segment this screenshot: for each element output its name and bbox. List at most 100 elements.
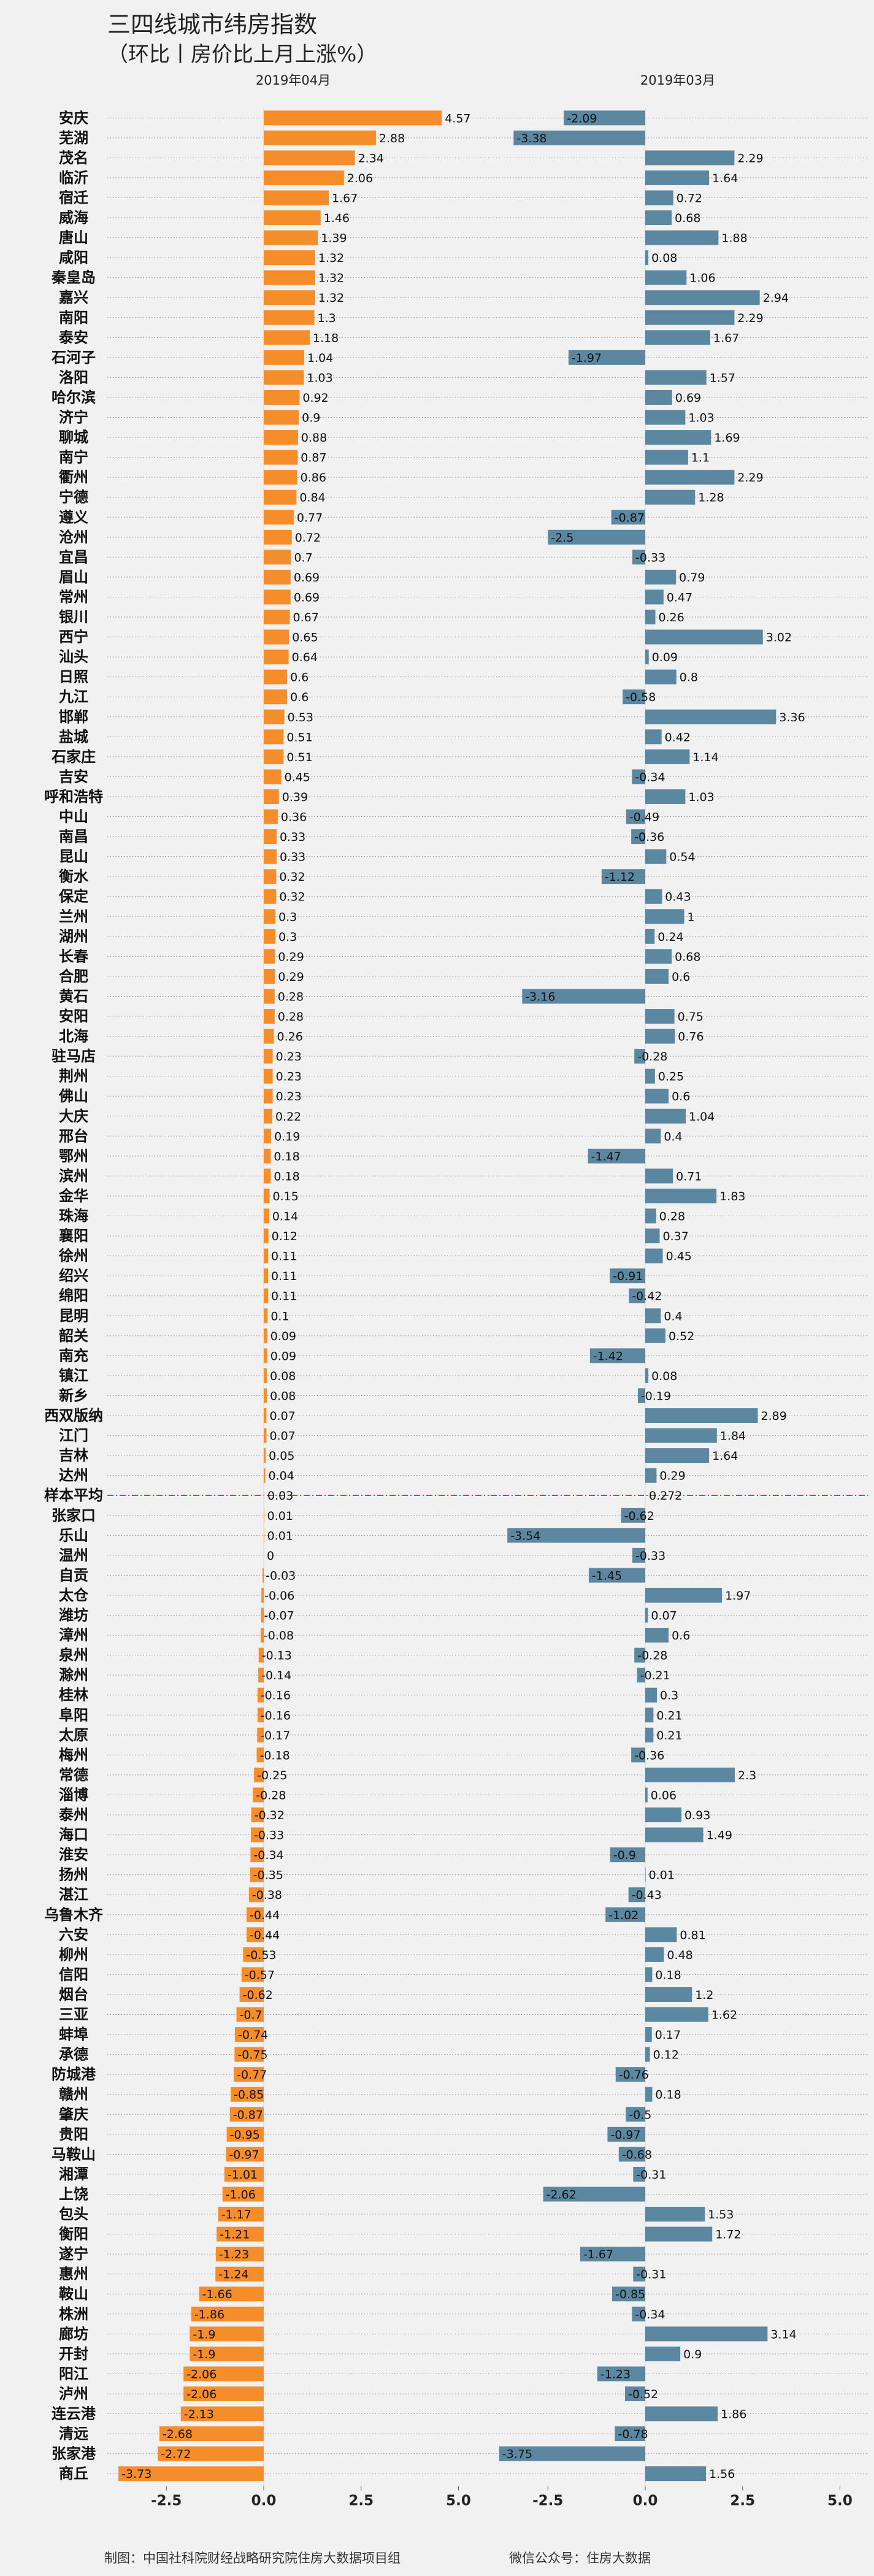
bar-apr [264, 809, 278, 824]
bar-apr [261, 1608, 264, 1623]
value-label-mar: -2.09 [567, 112, 597, 125]
value-label-mar: 0.08 [651, 1370, 677, 1383]
value-label-apr: 0.28 [278, 990, 304, 1003]
city-label: 九江 [58, 688, 88, 705]
value-label-apr: 0.7 [294, 551, 312, 564]
value-label-mar: -0.36 [634, 830, 664, 844]
bar-mar [645, 1827, 703, 1842]
value-label-mar: -1.02 [608, 1909, 638, 1922]
city-label: 赣州 [59, 2085, 88, 2103]
bar-mar [615, 2067, 645, 2082]
bar-mar [634, 1647, 645, 1663]
value-label-apr: 0.19 [274, 1130, 300, 1143]
bar-mar [645, 1767, 735, 1782]
value-label-apr: -0.74 [238, 2028, 268, 2042]
city-label: 常州 [59, 588, 88, 605]
value-label-mar: -2.5 [551, 531, 573, 545]
city-label: 银川 [59, 608, 88, 626]
value-label-apr: 0.01 [267, 1529, 293, 1543]
x-tick-label: -2.5 [532, 2493, 563, 2509]
bar-mar [632, 2306, 645, 2321]
bar-mar [632, 1547, 645, 1563]
city-label: 防城港 [52, 2065, 96, 2083]
bar-apr [183, 2366, 264, 2382]
value-label-apr: 0.08 [270, 1370, 296, 1383]
bar-apr [264, 749, 284, 764]
bars [118, 110, 776, 2482]
bar-apr [264, 170, 344, 185]
value-label-mar: 0.9 [683, 2348, 702, 2361]
bar-mar [631, 1747, 645, 1763]
bar-apr [261, 1587, 264, 1603]
bar-apr [215, 2247, 264, 2262]
value-label-mar: -0.31 [636, 2268, 666, 2282]
value-label-apr: 0.23 [276, 1050, 302, 1064]
bar-mar [645, 230, 719, 245]
city-label: 保定 [58, 887, 88, 905]
bar-mar [588, 1148, 645, 1163]
value-label-mar: 2.29 [737, 471, 763, 485]
value-label-mar: 2.3 [738, 1769, 756, 1782]
bar-mar [634, 1049, 645, 1064]
bar-mar [645, 2466, 707, 2482]
bar-mar [597, 2366, 645, 2382]
bar-mar [645, 410, 686, 425]
bar-mar [645, 310, 735, 325]
value-label-mar: 1.67 [713, 331, 739, 345]
bar-mar [568, 350, 645, 365]
value-label-apr: -0.53 [246, 1949, 276, 1962]
bar-apr [257, 1708, 264, 1723]
bar-mar [543, 2187, 645, 2202]
value-label-mar: 1.1 [691, 451, 710, 465]
value-label-apr: -0.32 [255, 1809, 285, 1822]
value-label-mar: 0.6 [672, 1629, 690, 1643]
bar-mar [645, 170, 710, 185]
value-label-mar: -1.42 [593, 1349, 623, 1363]
value-label-apr: 0.69 [294, 591, 320, 604]
city-label: 衡水 [59, 867, 89, 885]
bar-mar [628, 1887, 645, 1903]
value-label-mar: 0.48 [667, 1949, 692, 1962]
city-label: 济宁 [59, 408, 88, 426]
bar-apr [264, 1168, 271, 1184]
value-label-mar: 0.25 [658, 1070, 684, 1084]
bar-mar [645, 1089, 669, 1104]
bar-mar [522, 989, 645, 1004]
bar-apr [191, 2306, 264, 2321]
city-label: 开封 [59, 2345, 88, 2363]
value-label-mar: -0.28 [637, 1649, 667, 1663]
value-label-mar: -3.16 [525, 990, 555, 1003]
bar-apr [264, 829, 277, 845]
value-label-apr: 0.01 [267, 1509, 293, 1523]
value-label-apr: -1.01 [228, 2168, 258, 2182]
value-label-mar: 0.68 [675, 950, 700, 964]
value-label-mar: 0.12 [653, 2049, 679, 2062]
city-label: 三亚 [59, 2006, 88, 2023]
value-label-apr: 0.12 [272, 1230, 297, 1243]
bar-mar [633, 2266, 645, 2282]
value-label-mar: 0.18 [655, 2088, 681, 2102]
bar-mar [624, 2386, 645, 2401]
bar-mar [645, 1608, 648, 1623]
bar-mar [645, 1368, 649, 1383]
city-label: 蚌埠 [59, 2025, 88, 2043]
value-label-mar: 1.97 [725, 1589, 751, 1603]
value-label-apr: 0.6 [290, 671, 309, 684]
bar-mar [631, 829, 645, 845]
bar-apr [264, 629, 289, 645]
bar-apr [241, 1967, 264, 1982]
value-label-apr: 0.09 [270, 1330, 296, 1343]
bar-apr [264, 909, 276, 924]
value-label-apr: -0.34 [253, 1849, 283, 1862]
bar-apr [215, 2266, 264, 2282]
bar-apr [264, 1029, 274, 1044]
value-label-mar: 0.4 [664, 1309, 682, 1323]
city-label: 长春 [59, 947, 88, 965]
bar-mar [645, 1867, 646, 1882]
bar-apr [224, 2166, 264, 2182]
bar-apr [264, 968, 275, 984]
city-label: 西宁 [59, 628, 88, 646]
value-label-mar: 1.03 [688, 791, 714, 804]
bar-mar [645, 669, 677, 684]
value-label-apr: 0.29 [278, 970, 304, 984]
